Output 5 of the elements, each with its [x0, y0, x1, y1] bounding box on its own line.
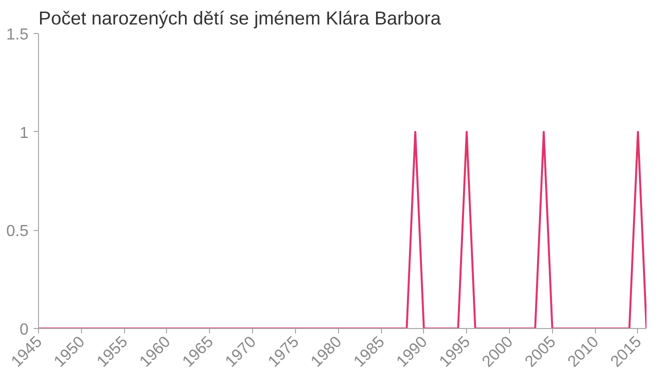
chart-title: Počet narozených dětí se jménem Klára Barbora [38, 8, 442, 28]
y-tick-label: 0.5 [6, 223, 29, 240]
y-tick-label: 1 [20, 124, 29, 142]
y-tick-label: 1.5 [6, 26, 29, 44]
y-tick-label: 0 [20, 322, 29, 338]
